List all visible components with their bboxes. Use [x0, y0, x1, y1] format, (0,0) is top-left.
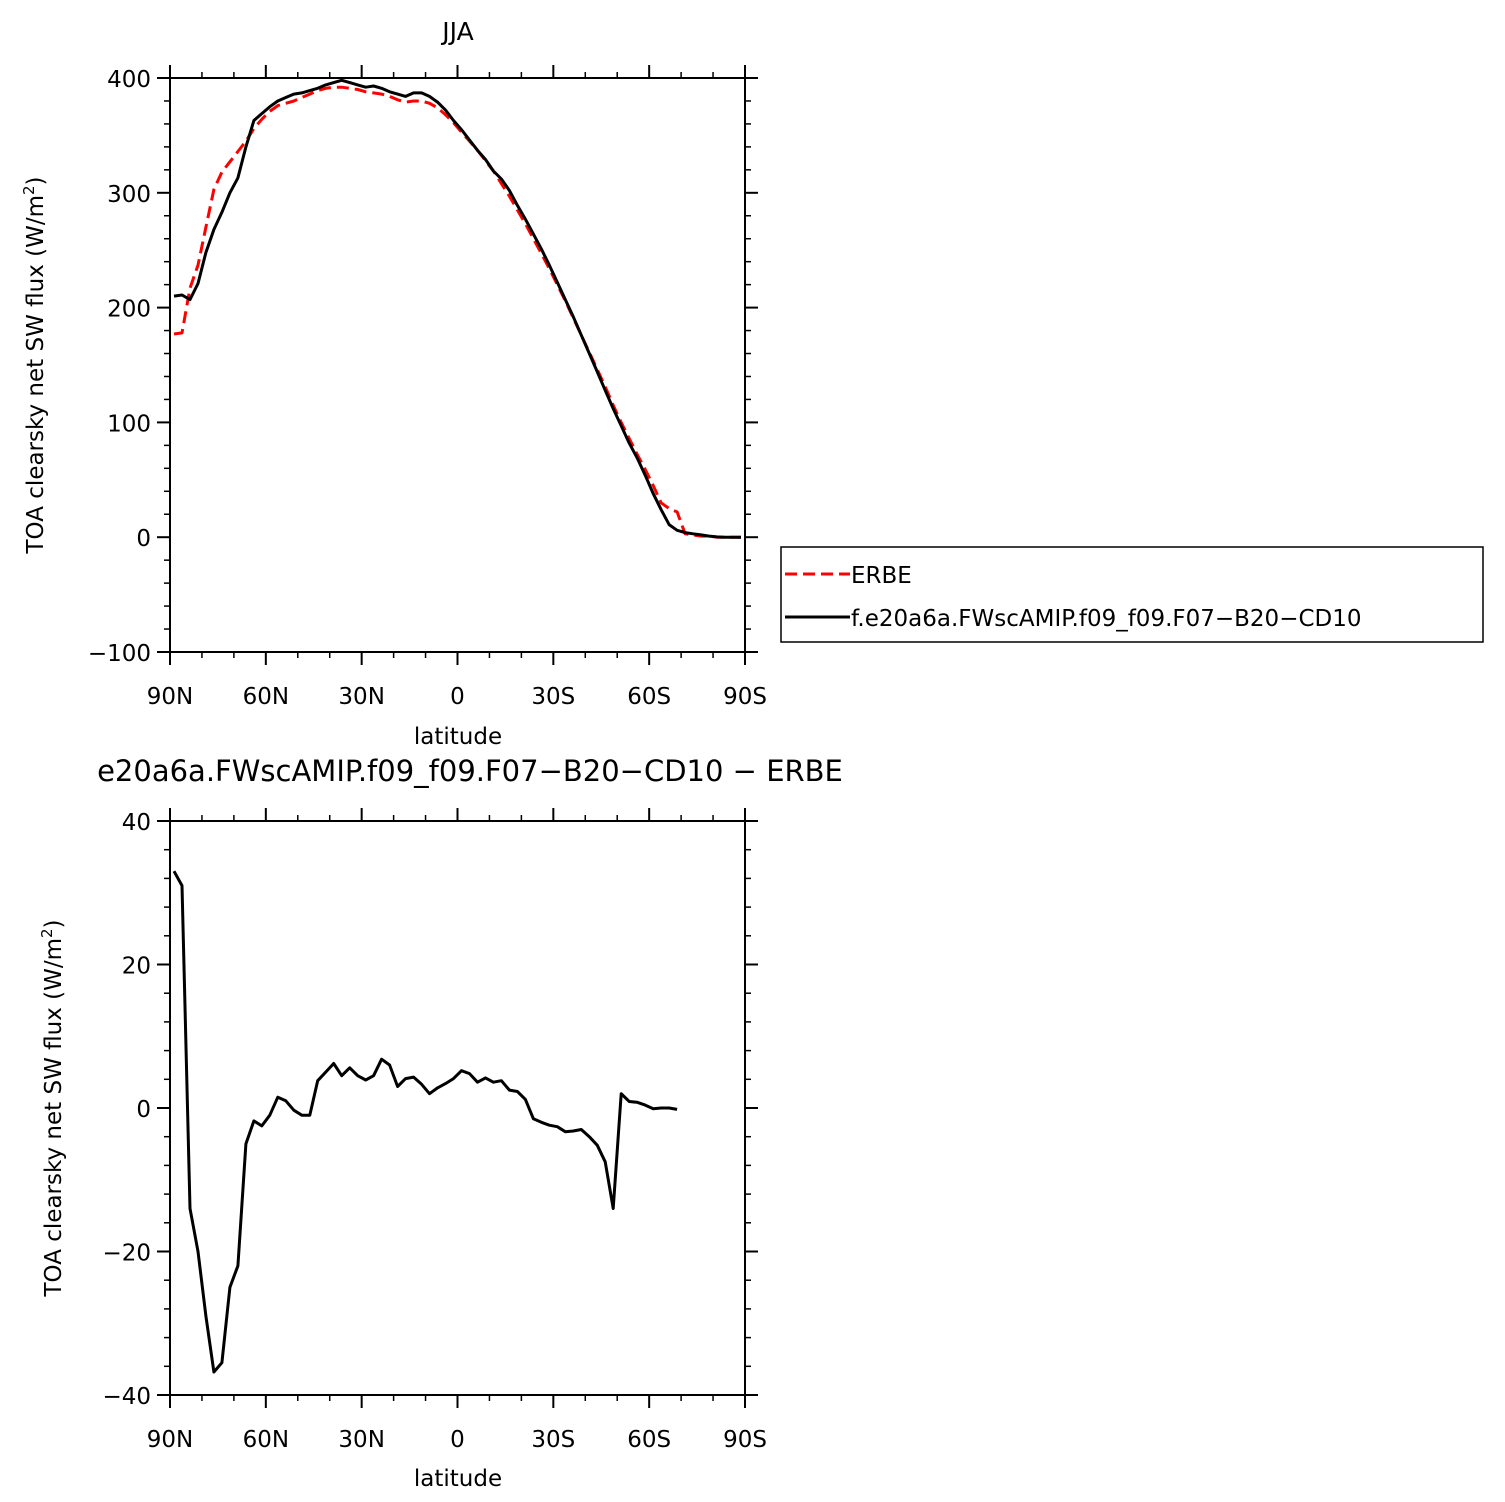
legend: ERBE f.e20a6a.FWscAMIP.f09_f09.F07−B20−C…: [780, 546, 1484, 643]
top-y-tick-label: 200: [107, 297, 151, 323]
bottom-y-tick-label: 20: [122, 954, 151, 980]
bottom-series-layer: [172, 870, 678, 1374]
bottom-chart-title: e20a6a.FWscAMIP.f09_f09.F07−B20−CD10 − E…: [97, 754, 843, 788]
bottom-x-tick-label: 60S: [627, 1427, 671, 1453]
top-series-line-0: [173, 85, 741, 539]
bottom-y-tick-label: −20: [102, 1241, 151, 1267]
bottom-x-axis-label: latitude: [414, 1466, 502, 1492]
bottom-series-line-0: [172, 870, 678, 1374]
bottom-y-axis-label: TOA clearsky net SW flux (W/m2): [38, 919, 67, 1297]
bottom-panel: e20a6a.FWscAMIP.f09_f09.F07−B20−CD10 − E…: [38, 754, 843, 1492]
bottom-y-tick-label: 40: [122, 810, 151, 836]
top-series-layer: [173, 78, 741, 539]
bottom-tick-layer: 90N 60N 30N 0 30S 60S 90S −40 −20 0 20 40: [102, 808, 767, 1453]
top-y-tick-label: −100: [88, 641, 151, 667]
top-x-axis-label: latitude: [414, 724, 502, 750]
top-x-tick-label: 30S: [531, 684, 575, 710]
top-x-tick-label: 90S: [723, 684, 767, 710]
bottom-x-tick-label: 90N: [147, 1427, 193, 1453]
top-x-tick-label: 30N: [338, 684, 384, 710]
bottom-x-tick-label: 30S: [531, 1427, 575, 1453]
bottom-y-tick-label: 0: [136, 1097, 151, 1123]
top-y-tick-label: 300: [107, 182, 151, 208]
legend-label-model: f.e20a6a.FWscAMIP.f09_f09.F07−B20−CD10: [851, 606, 1362, 632]
bottom-x-tick-label: 60N: [243, 1427, 289, 1453]
bottom-y-tick-label: −40: [102, 1384, 151, 1410]
legend-label-erbe: ERBE: [851, 563, 912, 589]
top-x-tick-label: 60S: [627, 684, 671, 710]
top-y-axis-label: TOA clearsky net SW flux (W/m2): [20, 176, 49, 554]
top-y-tick-label: 0: [136, 526, 151, 552]
top-plot-frame: [169, 77, 746, 653]
top-x-tick-label: 90N: [147, 684, 193, 710]
top-series-line-1: [173, 78, 741, 539]
top-x-tick-label: 60N: [243, 684, 289, 710]
top-y-tick-label: 100: [107, 411, 151, 437]
top-panel: JJA 90N 60N 30N 0 30S 60S 90S −100 0 100 200 300 400…: [20, 17, 767, 750]
top-tick-layer: 90N 60N 30N 0 30S 60S 90S −100 0 100 200 300 400: [88, 65, 767, 710]
bottom-x-tick-label: 90S: [723, 1427, 767, 1453]
legend-box: [780, 546, 1484, 643]
top-chart-title: JJA: [440, 17, 473, 46]
bottom-x-tick-label: 0: [450, 1427, 465, 1453]
top-y-tick-label: 400: [107, 67, 151, 93]
bottom-x-tick-label: 30N: [338, 1427, 384, 1453]
top-x-tick-label: 0: [450, 684, 465, 710]
